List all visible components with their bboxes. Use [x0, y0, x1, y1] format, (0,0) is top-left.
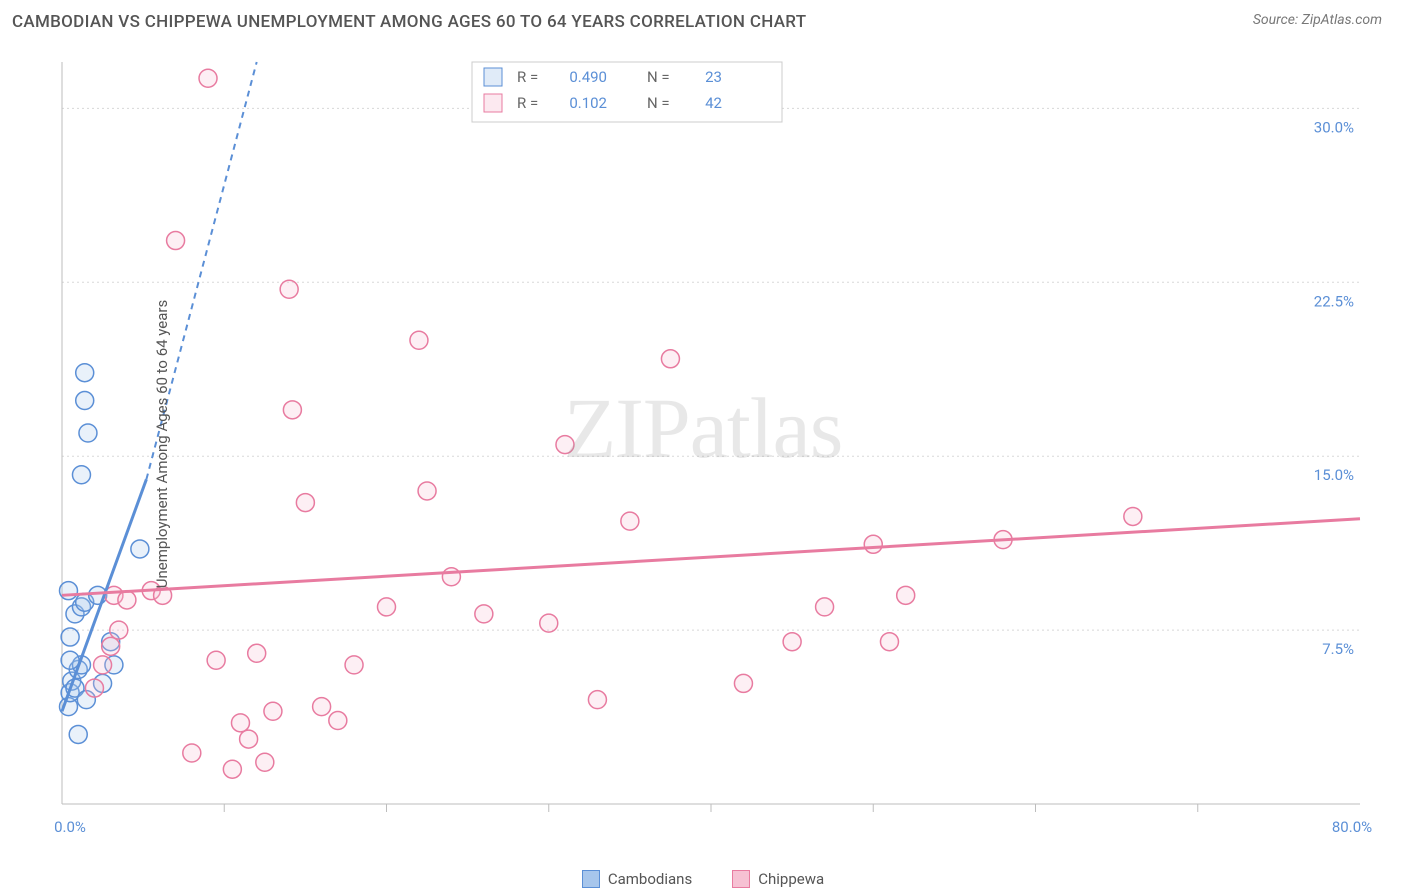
- data-point: [131, 540, 149, 558]
- legend-label: Chippewa: [758, 870, 824, 888]
- legend-item: Cambodians: [582, 869, 692, 888]
- data-point: [118, 591, 136, 609]
- data-point: [240, 730, 258, 748]
- data-point: [378, 598, 396, 616]
- data-point: [248, 644, 266, 662]
- legend-r-value: 0.102: [569, 94, 607, 112]
- data-point: [94, 656, 112, 674]
- legend-swatch: [732, 870, 750, 888]
- legend-label: Cambodians: [608, 870, 692, 888]
- data-point: [79, 424, 97, 442]
- data-point: [734, 674, 752, 692]
- data-point: [283, 401, 301, 419]
- data-point: [76, 364, 94, 382]
- legend-r-label: R =: [517, 94, 538, 112]
- data-point: [102, 637, 120, 655]
- data-point: [256, 753, 274, 771]
- chart-container: Unemployment Among Ages 60 to 64 years Z…: [12, 44, 1394, 844]
- data-point: [223, 760, 241, 778]
- legend-n-label: N =: [647, 94, 670, 112]
- data-point: [783, 633, 801, 651]
- data-point: [59, 582, 77, 600]
- data-point: [76, 392, 94, 410]
- data-point: [264, 702, 282, 720]
- data-point: [329, 712, 347, 730]
- data-point: [864, 535, 882, 553]
- legend-r-value: 0.490: [569, 68, 607, 86]
- scatter-plot: 7.5% 15.0% 22.5% 30.0% 0.0% 80.0% R = 0.490 N = 2…: [12, 44, 1394, 844]
- chart-title: CAMBODIAN VS CHIPPEWA UNEMPLOYMENT AMONG…: [12, 12, 806, 32]
- data-point: [816, 598, 834, 616]
- legend-n-value: 42: [705, 94, 722, 112]
- legend-n-value: 23: [705, 68, 722, 86]
- data-point: [540, 614, 558, 632]
- data-point: [183, 744, 201, 762]
- data-point: [410, 331, 428, 349]
- data-point: [621, 512, 639, 530]
- legend-swatch: [582, 870, 600, 888]
- data-point: [61, 651, 79, 669]
- data-point: [69, 725, 87, 743]
- legend-swatch: [484, 68, 502, 86]
- data-point: [418, 482, 436, 500]
- data-point: [296, 494, 314, 512]
- data-point: [61, 628, 79, 646]
- data-point: [475, 605, 493, 623]
- x-max-label: 80.0%: [1332, 818, 1372, 836]
- data-point: [588, 691, 606, 709]
- y-tick-label: 22.5%: [1314, 292, 1354, 310]
- data-point: [72, 466, 90, 484]
- data-point: [897, 586, 915, 604]
- data-point: [442, 568, 460, 586]
- data-point: [110, 621, 128, 639]
- trend-line-chippewa: [62, 519, 1360, 596]
- data-point: [231, 714, 249, 732]
- legend-item: Chippewa: [732, 869, 824, 888]
- y-axis-label: Unemployment Among Ages 60 to 64 years: [153, 300, 171, 588]
- data-point: [661, 350, 679, 368]
- y-tick-label: 30.0%: [1314, 118, 1354, 136]
- data-point: [556, 436, 574, 454]
- x-min-label: 0.0%: [54, 818, 86, 836]
- legend-swatch: [484, 94, 502, 112]
- legend-n-label: N =: [647, 68, 670, 86]
- data-point: [207, 651, 225, 669]
- data-point: [345, 656, 363, 674]
- series-legend: Cambodians Chippewa: [0, 869, 1406, 888]
- data-point: [880, 633, 898, 651]
- y-tick-label: 15.0%: [1314, 466, 1354, 484]
- data-point: [1124, 507, 1142, 525]
- data-point: [167, 232, 185, 250]
- data-point: [280, 280, 298, 298]
- source-attribution: Source: ZipAtlas.com: [1253, 12, 1382, 28]
- data-point: [85, 679, 103, 697]
- data-point: [199, 69, 217, 87]
- y-tick-label: 7.5%: [1322, 640, 1354, 658]
- data-point: [313, 698, 331, 716]
- legend-r-label: R =: [517, 68, 538, 86]
